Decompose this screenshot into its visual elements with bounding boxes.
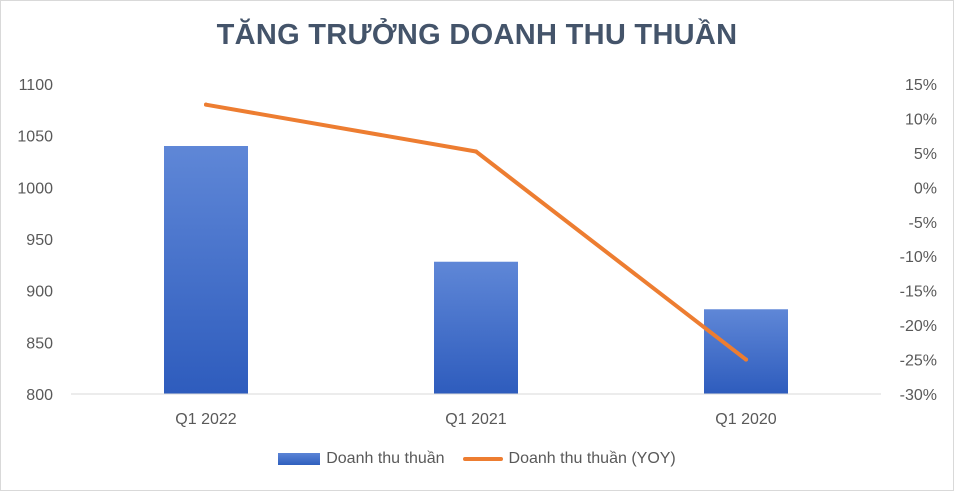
right-axis-tick: -20% (900, 318, 937, 335)
category-label: Q1 2021 (445, 411, 506, 428)
legend-item-line: Doanh thu thuần (YOY) (462, 450, 676, 468)
right-axis-tick: 10% (905, 111, 937, 128)
right-axis-tick: -10% (900, 249, 937, 266)
left-axis-tick: 1100 (19, 77, 54, 94)
yoy-point (744, 357, 748, 362)
right-axis-tick: -15% (900, 284, 937, 301)
bar (704, 309, 788, 394)
right-axis-tick: -5% (909, 215, 937, 232)
legend-bar-label: Doanh thu thuần (326, 450, 445, 467)
right-axis-tick: -30% (900, 387, 937, 404)
left-axis-tick: 850 (26, 335, 53, 352)
category-label: Q1 2020 (715, 411, 776, 428)
left-axis-tick: 800 (26, 387, 53, 404)
legend-bar-swatch (278, 453, 321, 465)
left-axis-tick: 950 (26, 232, 53, 249)
left-axis-tick: 1050 (17, 129, 53, 146)
chart-title: TĂNG TRƯỞNG DOANH THU THUẦN (216, 19, 738, 51)
chart-legend: Doanh thu thuần Doanh thu thuần (YOY) (1, 450, 953, 468)
left-axis-tick: 900 (26, 284, 53, 301)
yoy-point (204, 102, 208, 107)
bar (434, 261, 518, 394)
legend-line-label: Doanh thu thuần (YOY) (508, 450, 676, 467)
legend-line-swatch (462, 457, 503, 461)
legend-item-bar: Doanh thu thuần (278, 450, 445, 468)
left-axis-tick: 1000 (17, 180, 53, 197)
right-axis-tick: -25% (900, 353, 937, 370)
yoy-point (474, 149, 478, 154)
category-label: Q1 2022 (175, 411, 236, 428)
bar (164, 146, 248, 394)
right-axis-tick: 15% (905, 77, 937, 94)
right-axis-tick: 0% (914, 180, 937, 197)
right-axis-tick: 5% (914, 146, 937, 163)
